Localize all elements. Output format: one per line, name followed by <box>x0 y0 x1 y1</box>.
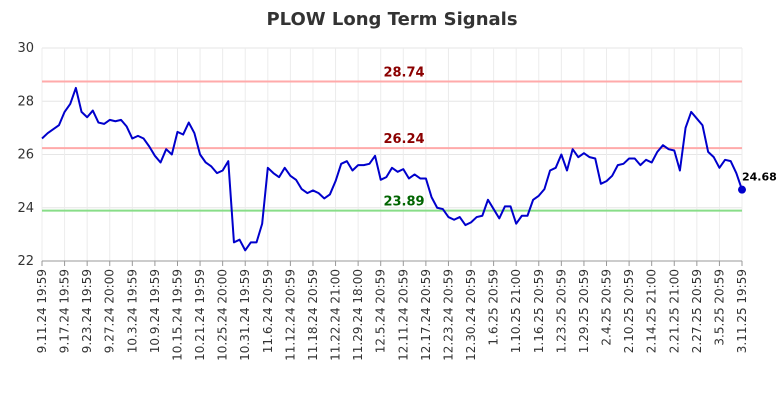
x-tick-label: 12.23.24 20:59 <box>441 269 455 361</box>
last-value-label: 24.68 <box>742 171 777 184</box>
x-tick-label: 12.17.24 20:59 <box>419 269 433 361</box>
y-tick-label: 24 <box>17 201 34 216</box>
x-tick-label: 10.21.24 19:59 <box>193 269 207 361</box>
x-tick-label: 9.17.24 19:59 <box>58 269 72 353</box>
chart-title: PLOW Long Term Signals <box>266 9 517 30</box>
x-tick-label: 10.25.24 20:00 <box>216 269 230 361</box>
x-tick-label: 11.29.24 18:00 <box>351 269 365 361</box>
x-tick-label: 2.14.25 21:00 <box>645 269 659 353</box>
x-tick-label: 2.10.25 20:59 <box>622 269 636 353</box>
x-tick-label: 1.6.25 20:59 <box>487 269 501 346</box>
x-tick-label: 2.27.25 20:59 <box>690 269 704 353</box>
x-tick-label: 1.16.25 20:59 <box>532 269 546 353</box>
x-tick-label: 3.11.25 19:59 <box>735 269 749 353</box>
x-tick-label: 10.3.24 19:59 <box>125 269 139 353</box>
x-tick-label: 9.11.24 19:59 <box>35 269 49 353</box>
y-tick-label: 30 <box>17 41 34 56</box>
signal-level-label: 26.24 <box>383 132 424 147</box>
y-tick-label: 28 <box>17 94 34 109</box>
x-tick-label: 10.31.24 19:59 <box>238 269 252 361</box>
x-tick-label: 3.5.25 20:59 <box>712 269 726 346</box>
x-tick-label: 1.10.25 21:00 <box>509 269 523 353</box>
x-tick-label: 12.5.24 20:59 <box>374 269 388 353</box>
signal-levels: 28.74 26.24 23.89 <box>42 66 742 212</box>
x-tick-label: 11.18.24 20:59 <box>306 269 320 361</box>
last-value-marker: 24.68 <box>738 171 777 194</box>
y-axis-ticks: 22 24 26 28 30 <box>17 41 34 269</box>
x-tick-label: 1.23.25 20:59 <box>554 269 568 353</box>
x-tick-label: 11.6.24 20:59 <box>261 269 275 353</box>
x-tick-label: 1.29.25 20:59 <box>577 269 591 353</box>
x-tick-label: 12.30.24 20:59 <box>464 269 478 361</box>
signal-level-label: 28.74 <box>383 66 424 81</box>
signal-level-label: 23.89 <box>383 195 424 210</box>
x-tick-label: 12.11.24 20:59 <box>396 269 410 361</box>
x-axis-ticks: 9.11.24 19:59 9.17.24 19:59 9.23.24 19:59 9… <box>35 269 749 361</box>
last-value-dot <box>738 185 746 194</box>
x-tick-label: 2.21.25 21:00 <box>667 269 681 353</box>
price-series <box>41 86 743 252</box>
grid-layer <box>41 47 743 266</box>
y-tick-label: 22 <box>17 254 34 269</box>
x-tick-label: 9.23.24 19:59 <box>80 269 94 353</box>
x-tick-label: 11.22.24 21:00 <box>329 269 343 361</box>
y-tick-label: 26 <box>17 148 34 163</box>
x-tick-label: 10.9.24 19:59 <box>148 269 162 353</box>
price-line <box>41 86 743 252</box>
x-tick-label: 10.15.24 19:59 <box>170 269 184 361</box>
x-tick-label: 9.27.24 20:00 <box>103 269 117 353</box>
x-tick-label: 11.12.24 20:59 <box>283 269 297 361</box>
x-tick-label: 2.4.25 20:59 <box>600 269 614 346</box>
